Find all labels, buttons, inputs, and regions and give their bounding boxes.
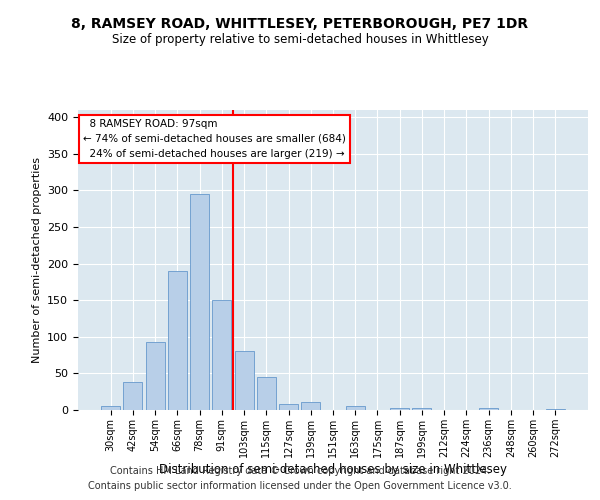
Bar (212, 300, 231, 410)
X-axis label: Distribution of semi-detached houses by size in Whittlesey: Distribution of semi-detached houses by … (159, 462, 507, 475)
Text: Size of property relative to semi-detached houses in Whittlesey: Size of property relative to semi-detach… (112, 32, 488, 46)
Bar (168, 271, 187, 410)
Bar (279, 404, 298, 410)
Bar (412, 408, 431, 410)
Bar (235, 352, 254, 410)
Bar (190, 194, 209, 410)
Y-axis label: Number of semi-detached properties: Number of semi-detached properties (32, 157, 41, 363)
Bar (479, 408, 498, 410)
Text: 8 RAMSEY ROAD: 97sqm  
← 74% of semi-detached houses are smaller (684)
  24% of : 8 RAMSEY ROAD: 97sqm ← 74% of semi-detac… (83, 119, 346, 158)
Bar (546, 408, 565, 410)
Bar (390, 408, 409, 410)
Text: 8, RAMSEY ROAD, WHITTLESEY, PETERBOROUGH, PE7 1DR: 8, RAMSEY ROAD, WHITTLESEY, PETERBOROUGH… (71, 18, 529, 32)
Bar (346, 406, 365, 410)
Bar (146, 342, 164, 410)
Bar (101, 406, 120, 410)
Text: Contains public sector information licensed under the Open Government Licence v3: Contains public sector information licen… (88, 481, 512, 491)
Text: Contains HM Land Registry data © Crown copyright and database right 2024.: Contains HM Land Registry data © Crown c… (110, 466, 490, 476)
Bar (257, 377, 276, 410)
Bar (301, 402, 320, 410)
Bar (124, 382, 142, 410)
